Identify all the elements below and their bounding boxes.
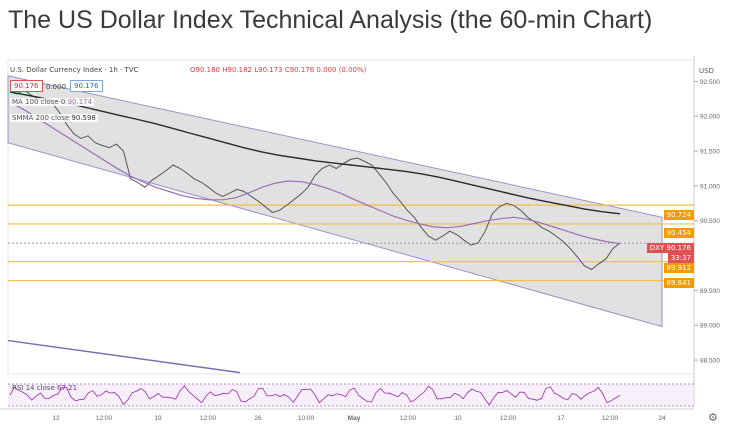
spread-value: 0.000 [46,83,67,91]
rsi-label: RSI 14 close [12,384,55,392]
ohlc-values: O90.180 H90.182 L90.173 C90.176 0.000 (0… [190,66,367,74]
level-tag-upper2: 90.454 [663,228,694,238]
price-line [9,89,621,271]
ma100-line [9,101,621,245]
x-tick-label: 12 [52,415,60,422]
x-tick-label: May [348,415,361,422]
ma100-value: 90.174 [67,98,93,106]
y-tick-label: 89.500 [700,288,720,295]
current-price-tag: DXY 90.176 [646,243,694,253]
bid-box[interactable]: 90.176 [10,80,43,92]
y-tick-label: 91.500 [700,149,720,156]
x-tick-label: 10:00 [298,415,315,422]
y-tick-label: 88.500 [700,358,720,365]
ma100-label: MA 100 close 0 [12,98,66,106]
level-tag-upper1: 90.724 [663,210,694,220]
x-tick-label: 19 [154,415,162,422]
settings-gear-icon[interactable]: ⚙ [708,411,718,424]
smma200-label: SMMA 200 close [12,114,70,122]
ohlc-readout: O90.180 H90.182 L90.173 C90.176 0.000 (0… [190,66,366,74]
x-tick-label: 12:00 [200,415,217,422]
ask-box[interactable]: 90.176 [70,80,103,92]
x-tick-label: 26 [254,415,262,422]
x-tick-label: 12:00 [602,415,619,422]
current-symbol: DXY [649,244,665,252]
price-chart[interactable]: 92.500 92.000 91.500 91.000 90.500 89.500 89.0… [0,56,730,428]
smma200-legend[interactable]: SMMA 200 close 90.598 [10,114,98,122]
rsi-line [9,385,621,406]
y-tick-label: 92.000 [700,114,720,121]
y-tick-label: 90.500 [700,218,720,225]
x-tick-label: 12:00 [400,415,417,422]
y-tick-label: 89.000 [700,323,720,330]
chart-panel[interactable]: 92.500 92.000 91.500 91.000 90.500 89.500 89.0… [0,56,730,428]
smma200-line [9,91,621,215]
level-tag-lower1: 89.912 [663,263,694,273]
level-tag-lower2: 89.641 [663,278,694,288]
smma200-value: 90.598 [71,114,96,122]
page-title: The US Dollar Index Technical Analysis (… [8,6,653,34]
x-tick-label: 24 [658,415,666,422]
rsi-value: 67.21 [57,384,78,392]
current-price: 90.176 [666,244,692,252]
x-tick-label: 10 [454,415,462,422]
currency-label: USD [699,67,714,75]
lower-trendline [7,339,241,374]
rsi-band [8,384,694,406]
x-tick-label: 12:00 [96,415,113,422]
symbol-label: U.S. Dollar Currency Index · 1h · TVC [10,66,139,74]
x-tick-label: 12:00 [500,415,517,422]
bar-countdown: 33:37 [667,253,694,263]
ma100-legend[interactable]: MA 100 close 0 90.174 [10,98,95,106]
y-tick-label: 92.500 [700,79,720,86]
y-tick-label: 91.000 [700,183,720,190]
channel-area [7,75,663,328]
rsi-legend[interactable]: RSI 14 close 67.21 [10,384,79,392]
x-tick-label: 17 [557,415,565,422]
